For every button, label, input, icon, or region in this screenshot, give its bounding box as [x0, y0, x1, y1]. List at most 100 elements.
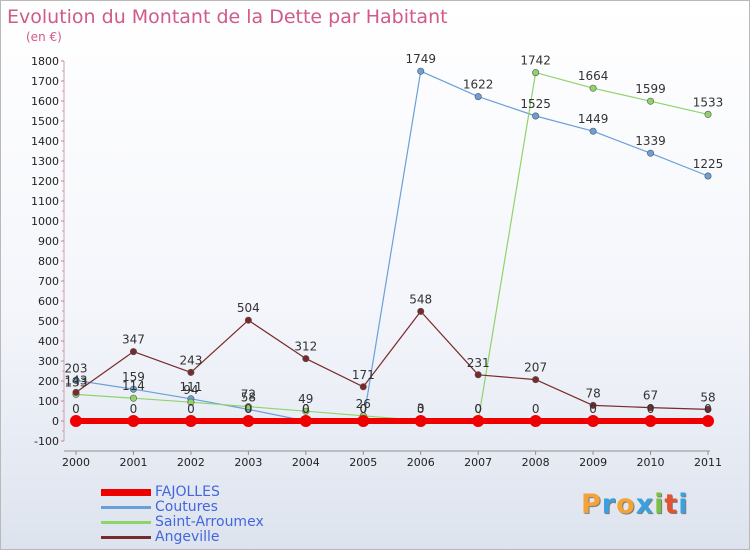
- logo-letter: i: [654, 489, 665, 520]
- data-point: [589, 127, 597, 135]
- data-label: 243: [179, 353, 202, 367]
- proxiti-logo: Proxiti: [581, 489, 689, 520]
- data-label: 1622: [463, 78, 494, 92]
- y-tick-label: 500: [38, 315, 59, 328]
- legend-label: Angeville: [155, 529, 220, 545]
- data-label: 207: [524, 361, 547, 375]
- y-tick-label: 400: [38, 335, 59, 348]
- data-point: [187, 398, 195, 406]
- x-tick-label: 2001: [119, 456, 147, 469]
- data-label: 171: [352, 368, 375, 382]
- data-label: 114: [122, 379, 145, 393]
- data-point: [417, 307, 425, 315]
- data-label: 347: [122, 333, 145, 347]
- legend-swatch: [101, 536, 151, 539]
- x-tick-label: 2007: [464, 456, 492, 469]
- data-point: [302, 355, 310, 363]
- y-tick-label: 900: [38, 235, 59, 248]
- y-tick-label: 1100: [31, 195, 59, 208]
- y-tick-label: 1800: [31, 55, 59, 68]
- data-point: [359, 383, 367, 391]
- y-tick-label: 1700: [31, 75, 59, 88]
- y-tick-label: 1600: [31, 95, 59, 108]
- legend-label: Saint-Arroumex: [155, 514, 264, 530]
- logo-letter: r: [601, 489, 617, 520]
- data-point: [242, 415, 255, 427]
- data-label: 3: [417, 401, 425, 415]
- data-point: [129, 385, 137, 393]
- chart-title: Evolution du Montant de la Dette par Hab…: [7, 6, 448, 28]
- logo-letter: P: [581, 489, 602, 520]
- data-point: [244, 316, 252, 324]
- data-label: 0: [474, 402, 482, 416]
- logo-letter: o: [616, 489, 636, 520]
- data-point: [647, 149, 655, 157]
- x-tick-label: 2005: [349, 456, 377, 469]
- data-label: 94: [183, 383, 198, 397]
- data-point: [244, 403, 252, 411]
- data-label: 1533: [693, 95, 724, 109]
- data-point: [644, 415, 657, 427]
- data-label: 1599: [635, 82, 666, 96]
- legend-label: FAJOLLES: [155, 484, 220, 500]
- data-label: 0: [245, 402, 253, 416]
- data-label: 1664: [578, 69, 609, 83]
- data-point: [70, 415, 82, 427]
- x-tick-label: 2009: [579, 456, 607, 469]
- legend-swatch: [101, 489, 151, 496]
- y-tick-label: 300: [38, 355, 59, 368]
- x-tick-label: 2010: [637, 456, 665, 469]
- data-label: 203: [65, 361, 88, 375]
- y-tick-label: 1400: [31, 135, 59, 148]
- x-tick-label: 2011: [694, 456, 722, 469]
- data-point: [704, 110, 712, 118]
- logo-letter: i: [678, 489, 689, 520]
- data-point: [302, 407, 310, 415]
- y-tick-label: 0: [52, 415, 59, 428]
- chart-unit: (en €): [26, 30, 62, 44]
- y-tick-label: 100: [38, 395, 59, 408]
- legend-swatch: [101, 521, 151, 524]
- legend-swatch: [101, 506, 151, 509]
- data-point: [357, 415, 370, 427]
- data-label: 0: [589, 402, 597, 416]
- data-label: 111: [179, 380, 202, 394]
- data-point: [129, 394, 137, 402]
- x-tick-label: 2002: [177, 456, 205, 469]
- data-point: [532, 69, 540, 77]
- data-label: 504: [237, 301, 260, 315]
- data-point: [472, 415, 485, 427]
- y-tick-label: 1500: [31, 115, 59, 128]
- data-label: 159: [122, 370, 145, 384]
- data-label: 231: [467, 356, 490, 370]
- data-label: 26: [356, 397, 371, 411]
- data-point: [589, 401, 597, 409]
- data-label: 49: [298, 392, 313, 406]
- data-label: 0: [359, 402, 367, 416]
- y-tick-label: 800: [38, 255, 59, 268]
- data-label: 1749: [405, 52, 436, 66]
- data-label: 1225: [693, 157, 724, 171]
- data-point: [474, 371, 482, 379]
- data-label: 0: [532, 402, 540, 416]
- data-label: 0: [72, 402, 80, 416]
- data-point: [529, 415, 542, 427]
- data-point: [589, 84, 597, 92]
- data-label: 0: [187, 402, 195, 416]
- data-label: 0: [130, 402, 138, 416]
- data-point: [184, 415, 197, 427]
- y-tick-label: 600: [38, 295, 59, 308]
- data-label: 0: [302, 402, 310, 416]
- data-point: [127, 415, 140, 427]
- x-tick-label: 2000: [62, 456, 90, 469]
- y-tick-label: 1300: [31, 155, 59, 168]
- data-label: 133: [65, 375, 88, 389]
- data-point: [187, 368, 195, 376]
- data-label: 548: [409, 292, 432, 306]
- y-tick-label: 700: [38, 275, 59, 288]
- series-line-coutures: [75, 70, 709, 422]
- data-point: [72, 388, 80, 396]
- data-point: [587, 415, 600, 427]
- data-label: 0: [417, 402, 425, 416]
- data-label: 1525: [520, 97, 551, 111]
